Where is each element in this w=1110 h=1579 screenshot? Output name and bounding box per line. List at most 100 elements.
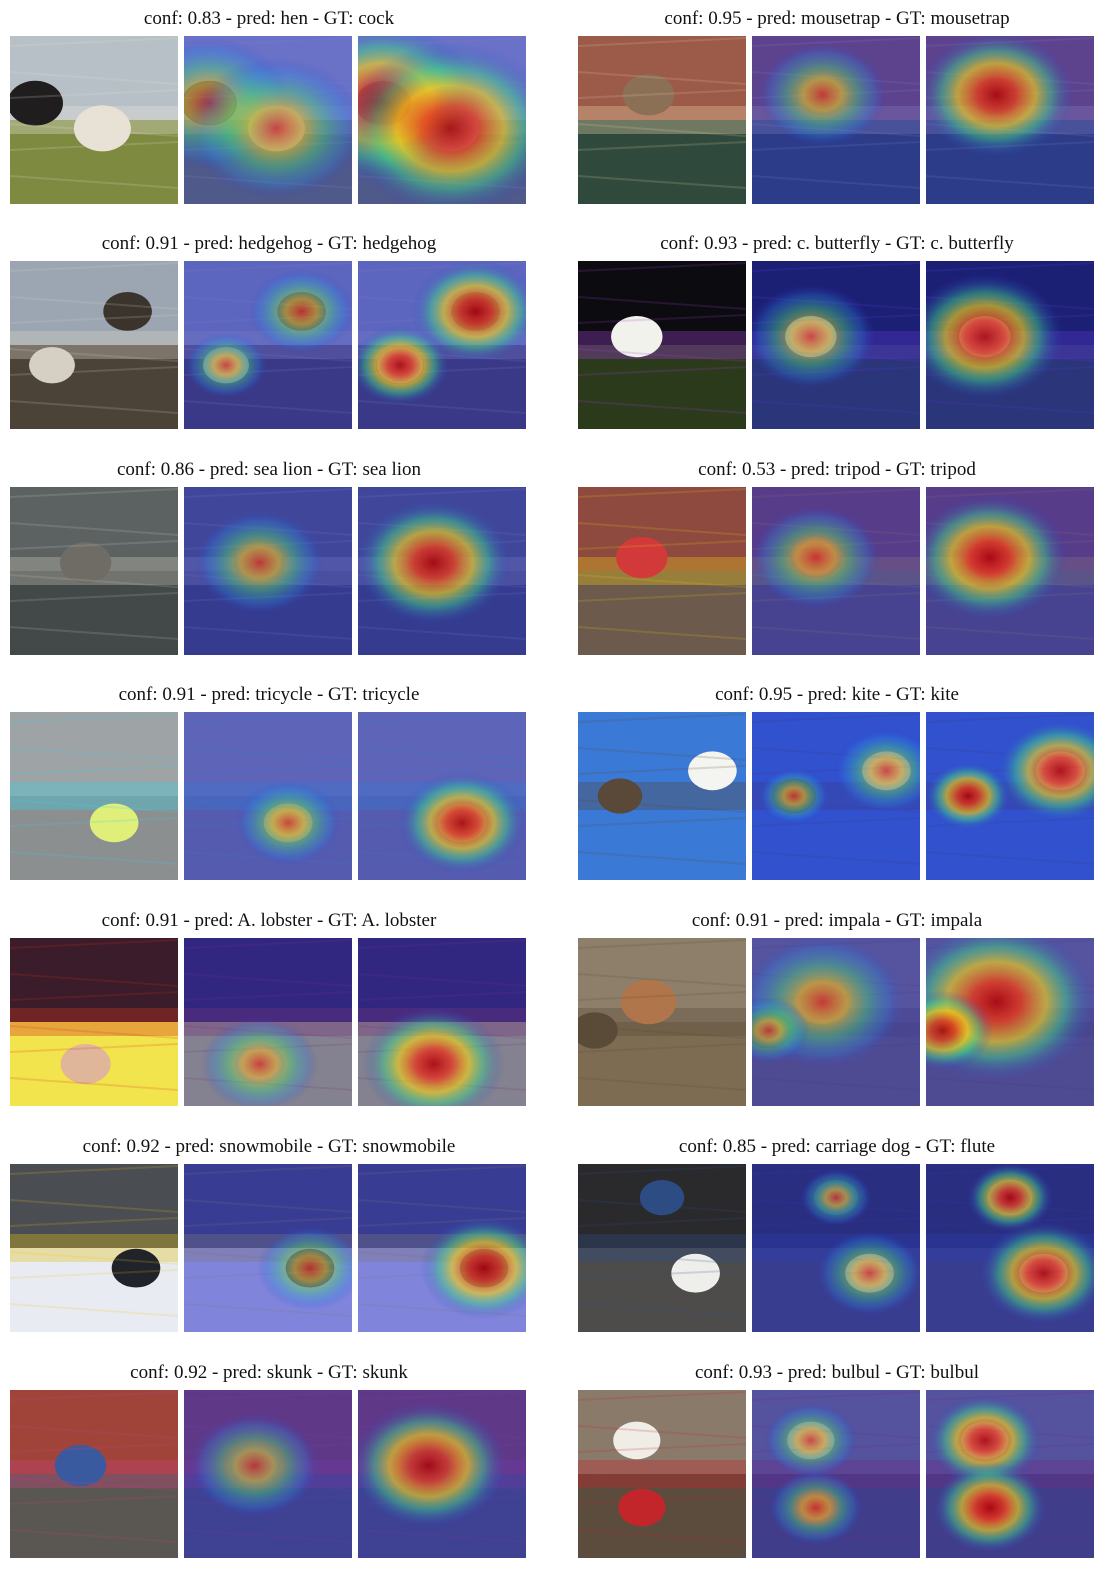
photo-content <box>10 1164 178 1332</box>
heatmap-image-2 <box>358 36 526 204</box>
heatmap-hotspot <box>184 332 268 399</box>
heatmap-hotspot <box>816 1230 920 1316</box>
heatmap-image-1 <box>184 1164 352 1332</box>
heatmap-image-2 <box>926 1164 1094 1332</box>
heatmap-hotspot <box>927 1394 1042 1487</box>
heatmap-image-1 <box>752 1164 920 1332</box>
heatmap-image-2 <box>926 36 1094 204</box>
heatmap-hotspot <box>358 1402 508 1529</box>
panel-caption: conf: 0.83 - pred: hen - GT: cock <box>143 8 395 29</box>
heatmap-hotspot <box>758 767 830 825</box>
heatmap-image-2 <box>358 1390 526 1558</box>
original-image <box>578 1390 746 1558</box>
subject-shape <box>578 1012 618 1049</box>
panel-caption: conf: 0.93 - pred: c. butterfly - GT: c.… <box>660 233 1014 254</box>
heatmap-hotspot <box>419 1216 526 1320</box>
heatmap-image-2 <box>926 487 1094 655</box>
heatmap-hotspot <box>926 761 1011 831</box>
heatmap-hotspot <box>358 499 513 626</box>
photo-content <box>578 36 746 204</box>
panel-caption: conf: 0.86 - pred: sea lion - GT: sea li… <box>116 459 422 480</box>
subject-shape <box>89 803 139 843</box>
original-image <box>10 938 178 1106</box>
original-image <box>578 261 746 429</box>
subject-shape <box>620 979 677 1025</box>
panel-caption: conf: 0.91 - pred: impala - GT: impala <box>691 910 983 931</box>
subject-shape <box>611 316 663 358</box>
heatmap-hotspot <box>194 510 325 615</box>
photo-content <box>10 487 178 655</box>
heatmap-image-2 <box>358 261 526 429</box>
heatmap-hotspot <box>358 42 526 204</box>
heatmap-image-2 <box>926 261 1094 429</box>
heatmap-hotspot <box>926 36 1076 158</box>
original-image <box>10 1390 178 1558</box>
heatmap-hotspot <box>752 284 876 389</box>
heatmap-hotspot <box>200 1016 319 1106</box>
subject-shape <box>29 346 75 384</box>
photo-content <box>578 1390 746 1558</box>
heatmap-image-2 <box>358 1164 526 1332</box>
heatmap-hotspot <box>257 1225 352 1311</box>
heatmap-image-1 <box>752 487 920 655</box>
photo-content <box>578 261 746 429</box>
heatmap-hotspot <box>926 990 993 1071</box>
heatmap-hotspot <box>188 57 352 199</box>
heatmap-hotspot <box>757 43 888 147</box>
subject-shape <box>622 74 675 116</box>
original-image <box>10 1164 178 1332</box>
original-image <box>578 938 746 1106</box>
subject-shape <box>54 1445 107 1487</box>
heatmap-hotspot <box>362 1006 505 1106</box>
heatmap-hotspot <box>752 505 881 610</box>
panel-caption: conf: 0.93 - pred: bulbul - GT: bulbul <box>694 1362 979 1383</box>
heatmap-hotspot <box>996 719 1094 823</box>
panel-caption: conf: 0.85 - pred: carriage dog - GT: fl… <box>678 1136 996 1157</box>
original-image <box>10 261 178 429</box>
photo-content <box>10 36 178 204</box>
photo-content <box>578 938 746 1106</box>
photo-content <box>578 487 746 655</box>
panel-caption: conf: 0.53 - pred: tripod - GT: tripod <box>698 459 976 480</box>
heatmap-image-1 <box>184 261 352 429</box>
heatmap-image-1 <box>184 712 352 880</box>
panel-caption: conf: 0.92 - pred: skunk - GT: skunk <box>130 1362 408 1383</box>
photo-content <box>10 1390 178 1558</box>
subject-shape <box>73 105 131 152</box>
panel-caption: conf: 0.95 - pred: kite - GT: kite <box>715 684 959 705</box>
heatmap-hotspot <box>768 1469 863 1546</box>
panel-caption: conf: 0.91 - pred: hedgehog - GT: hedgeh… <box>101 233 437 254</box>
heatmap-hotspot <box>235 780 342 866</box>
subject-shape <box>10 80 63 126</box>
heatmap-hotspot <box>411 261 526 363</box>
heatmap-hotspot <box>248 269 352 354</box>
subject-shape <box>103 292 152 331</box>
original-image <box>10 712 178 880</box>
original-image <box>578 1164 746 1332</box>
heatmap-hotspot <box>967 1164 1053 1232</box>
heatmap-hotspot <box>926 494 1069 621</box>
panel-caption: conf: 0.92 - pred: snowmobile - GT: snow… <box>82 1136 456 1157</box>
subject-shape <box>597 778 643 814</box>
original-image <box>578 487 746 655</box>
original-image <box>10 487 178 655</box>
subject-shape <box>59 542 112 584</box>
heatmap-image-1 <box>752 938 920 1106</box>
heatmap-hotspot <box>763 1402 858 1479</box>
subject-shape <box>111 1248 161 1288</box>
heatmap-image-1 <box>752 712 920 880</box>
heatmap-image-2 <box>358 938 526 1106</box>
panel-caption: conf: 0.91 - pred: tricycle - GT: tricyc… <box>118 684 420 705</box>
subject-shape <box>616 536 668 579</box>
heatmap-hotspot <box>397 771 526 875</box>
photo-content <box>10 938 178 1106</box>
heatmap-image-2 <box>358 712 526 880</box>
original-image <box>578 36 746 204</box>
photo-content <box>578 1164 746 1332</box>
photo-content <box>10 712 178 880</box>
heatmap-hotspot <box>979 1221 1094 1325</box>
heatmap-image-2 <box>358 487 526 655</box>
heatmap-image-1 <box>184 487 352 655</box>
heatmap-image-2 <box>926 712 1094 880</box>
heatmap-image-1 <box>184 938 352 1106</box>
